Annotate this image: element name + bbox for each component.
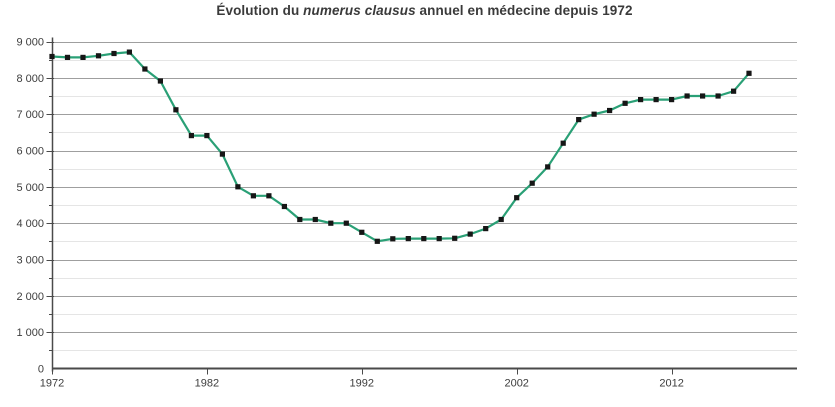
data-point-marker — [467, 231, 473, 237]
data-point-marker — [421, 236, 427, 242]
x-tick-label: 2012 — [659, 378, 683, 390]
data-point-marker — [452, 235, 458, 241]
data-point-marker — [95, 53, 102, 59]
data-point-marker — [64, 54, 71, 60]
x-tick-label: 1982 — [195, 378, 219, 390]
y-tick-label: 8 000 — [16, 73, 44, 85]
data-point-marker — [250, 193, 256, 199]
data-point-marker — [498, 216, 504, 223]
data-point-marker — [514, 195, 520, 201]
data-point-marker — [49, 53, 55, 60]
y-tick-label: 9 000 — [16, 37, 44, 49]
data-point-marker — [638, 97, 644, 103]
chart-title-prefix: Évolution du — [216, 3, 304, 18]
data-point-marker — [591, 111, 597, 117]
y-tick-label: 4 000 — [16, 218, 44, 230]
y-tick-label: 1 000 — [16, 327, 44, 339]
data-point-marker — [142, 66, 148, 72]
chart-title-suffix: annuel en médecine depuis 1972 — [415, 3, 633, 18]
data-point-marker — [266, 193, 272, 199]
data-point-marker — [560, 140, 566, 146]
x-tick-label: 1972 — [40, 378, 64, 390]
data-point-marker — [312, 216, 318, 223]
y-tick-label: 3 000 — [16, 255, 44, 267]
data-point-marker — [700, 93, 706, 99]
chart-title: Évolution du numerus clausus annuel en m… — [52, 3, 797, 18]
y-tick-label: 7 000 — [16, 109, 44, 121]
chart-title-latin-term: numerus clausus — [303, 3, 416, 18]
data-point-marker — [483, 226, 489, 232]
data-point-marker — [529, 180, 535, 186]
data-point-marker — [622, 100, 628, 106]
data-point-marker — [328, 220, 334, 226]
x-tick-label: 2002 — [504, 378, 528, 390]
data-point-marker — [684, 93, 690, 99]
data-point-marker — [219, 151, 225, 157]
y-tick-label: 5 000 — [16, 182, 44, 194]
data-point-marker — [715, 93, 721, 99]
data-point-marker — [576, 117, 582, 123]
data-series-line — [50, 50, 751, 243]
x-tick-label: 1992 — [350, 378, 374, 390]
data-point-marker — [173, 107, 179, 113]
data-point-marker — [235, 184, 241, 190]
y-tick-label: 6 000 — [16, 146, 44, 158]
data-point-marker — [607, 107, 613, 114]
data-point-marker — [297, 216, 303, 223]
data-point-marker — [281, 203, 287, 210]
data-point-marker — [669, 97, 675, 103]
data-point-marker — [157, 78, 163, 84]
data-point-marker — [359, 229, 365, 235]
data-point-marker — [746, 70, 752, 76]
data-point-marker — [545, 164, 551, 170]
data-point-marker — [343, 220, 349, 226]
y-tick-label: 0 — [38, 364, 44, 376]
data-point-marker — [374, 238, 380, 244]
data-point-marker — [126, 49, 132, 55]
data-point-marker — [405, 236, 411, 242]
data-point-marker — [188, 133, 194, 139]
data-point-marker — [111, 50, 117, 57]
data-point-marker — [390, 236, 396, 242]
data-point-marker — [436, 236, 442, 242]
data-point-marker — [653, 97, 659, 103]
y-tick-label: 2 000 — [16, 291, 44, 303]
data-point-marker — [204, 133, 210, 139]
data-point-marker — [80, 54, 86, 60]
data-point-marker — [731, 88, 737, 94]
